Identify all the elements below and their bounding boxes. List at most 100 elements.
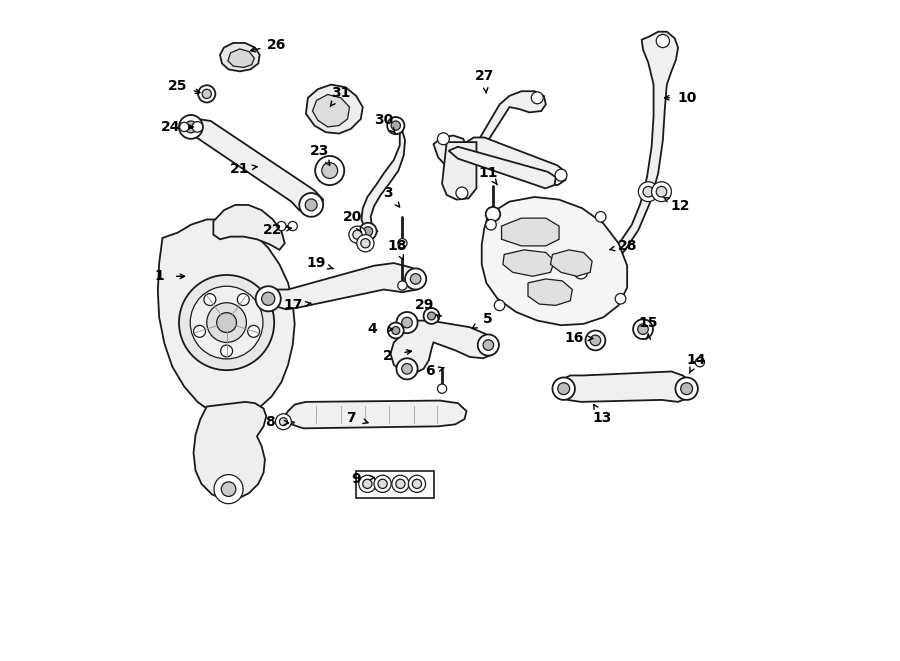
Circle shape xyxy=(656,34,670,48)
Text: 16: 16 xyxy=(564,331,584,346)
Polygon shape xyxy=(194,402,266,500)
Polygon shape xyxy=(442,142,476,200)
Text: 10: 10 xyxy=(677,91,697,105)
Circle shape xyxy=(275,414,292,430)
Text: 17: 17 xyxy=(284,298,303,313)
Circle shape xyxy=(204,293,216,305)
Circle shape xyxy=(356,235,374,252)
Text: 23: 23 xyxy=(310,143,328,158)
Text: 11: 11 xyxy=(479,166,498,180)
Circle shape xyxy=(184,121,197,133)
Text: 26: 26 xyxy=(267,38,286,52)
Circle shape xyxy=(437,133,449,145)
Polygon shape xyxy=(213,205,284,250)
Circle shape xyxy=(590,335,600,346)
Bar xyxy=(356,471,434,498)
Circle shape xyxy=(387,117,404,134)
Circle shape xyxy=(638,182,658,202)
Circle shape xyxy=(361,239,370,248)
Circle shape xyxy=(424,308,439,324)
Text: 29: 29 xyxy=(415,298,435,313)
Circle shape xyxy=(489,208,498,217)
Polygon shape xyxy=(574,32,678,279)
Circle shape xyxy=(486,207,500,221)
Circle shape xyxy=(401,317,412,328)
Circle shape xyxy=(364,227,373,236)
Circle shape xyxy=(179,275,274,370)
Polygon shape xyxy=(158,219,294,418)
Circle shape xyxy=(456,187,468,199)
Polygon shape xyxy=(464,137,566,185)
Circle shape xyxy=(277,221,286,231)
Circle shape xyxy=(633,319,652,339)
Circle shape xyxy=(300,193,323,217)
Polygon shape xyxy=(434,91,545,171)
Circle shape xyxy=(695,358,705,367)
Circle shape xyxy=(428,312,436,320)
Circle shape xyxy=(388,323,404,338)
Circle shape xyxy=(405,268,427,290)
Text: 18: 18 xyxy=(387,239,407,253)
Circle shape xyxy=(248,325,259,337)
Circle shape xyxy=(392,475,409,492)
Circle shape xyxy=(194,325,205,337)
Circle shape xyxy=(478,334,499,356)
Circle shape xyxy=(397,358,418,379)
Circle shape xyxy=(217,313,237,332)
Circle shape xyxy=(198,85,215,102)
Circle shape xyxy=(359,223,376,240)
Circle shape xyxy=(398,281,407,290)
Polygon shape xyxy=(312,95,349,127)
Circle shape xyxy=(190,286,263,359)
Text: 24: 24 xyxy=(161,120,181,134)
Circle shape xyxy=(396,479,405,488)
Circle shape xyxy=(392,121,400,130)
Text: 25: 25 xyxy=(168,79,187,93)
Text: 20: 20 xyxy=(343,210,362,224)
Circle shape xyxy=(486,219,496,230)
Polygon shape xyxy=(551,250,592,276)
Polygon shape xyxy=(220,43,259,71)
Polygon shape xyxy=(184,119,323,215)
Circle shape xyxy=(207,303,247,342)
Circle shape xyxy=(378,479,387,488)
Polygon shape xyxy=(449,147,556,188)
Polygon shape xyxy=(482,197,627,325)
Polygon shape xyxy=(556,371,693,402)
Text: 7: 7 xyxy=(346,410,356,425)
Polygon shape xyxy=(391,321,498,373)
Text: 12: 12 xyxy=(670,199,689,214)
Circle shape xyxy=(288,221,297,231)
Polygon shape xyxy=(528,279,572,305)
Polygon shape xyxy=(501,218,559,246)
Circle shape xyxy=(353,230,362,239)
Circle shape xyxy=(359,475,376,492)
Circle shape xyxy=(652,182,671,202)
Circle shape xyxy=(193,122,202,132)
Circle shape xyxy=(680,383,693,395)
Circle shape xyxy=(262,292,274,305)
Text: 13: 13 xyxy=(592,410,612,425)
Text: 31: 31 xyxy=(331,85,351,100)
Text: 3: 3 xyxy=(383,186,392,200)
Polygon shape xyxy=(503,250,554,276)
Circle shape xyxy=(349,226,366,243)
Text: 2: 2 xyxy=(383,348,392,363)
Circle shape xyxy=(494,300,505,311)
Circle shape xyxy=(574,266,588,279)
Circle shape xyxy=(322,163,338,178)
Text: 22: 22 xyxy=(263,223,283,237)
Circle shape xyxy=(221,482,236,496)
Circle shape xyxy=(392,327,400,334)
Circle shape xyxy=(675,377,698,400)
Text: 14: 14 xyxy=(686,353,706,368)
Circle shape xyxy=(555,169,567,181)
Circle shape xyxy=(179,115,203,139)
Circle shape xyxy=(616,293,625,304)
Polygon shape xyxy=(362,127,405,235)
Circle shape xyxy=(531,92,544,104)
Circle shape xyxy=(586,330,606,350)
Text: 30: 30 xyxy=(374,113,393,128)
Circle shape xyxy=(401,364,412,374)
Circle shape xyxy=(202,89,211,98)
